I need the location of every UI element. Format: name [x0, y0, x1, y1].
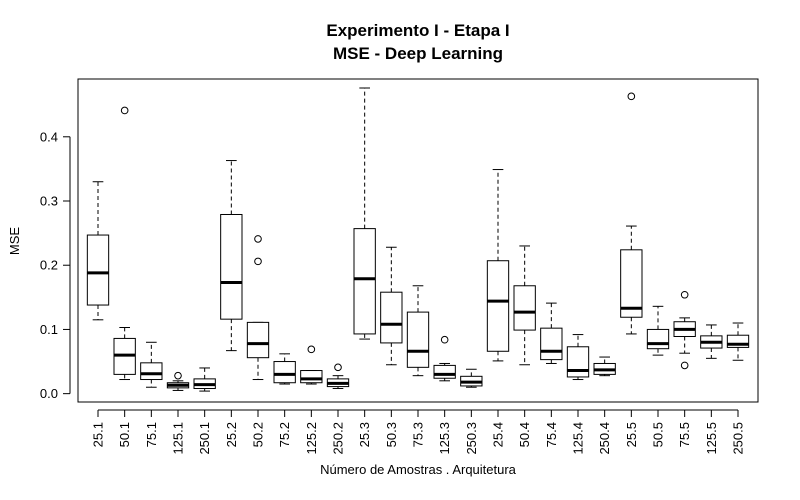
outlier-point: [680, 361, 689, 370]
y-axis: 0.0 0.1 0.2 0.3 0.4: [40, 129, 71, 401]
box-125.3: [433, 335, 456, 382]
x-tick-label: 25.1: [91, 422, 106, 447]
x-tick-label: 250.4: [597, 422, 612, 455]
box-250.5: [726, 322, 750, 361]
x-tick-label: 125.3: [437, 422, 452, 455]
outlier-point: [120, 106, 129, 115]
chart-title: Experimento I - Etapa I: [326, 21, 509, 40]
x-tick-label: 50.5: [651, 422, 666, 447]
iqr-box: [380, 291, 403, 344]
iqr-box: [540, 327, 563, 361]
box-50.3: [380, 246, 403, 366]
x-tick-label: 25.4: [491, 422, 506, 447]
boxes-group: [86, 87, 750, 392]
outlier-point: [307, 345, 316, 354]
iqr-box: [513, 285, 536, 331]
box-75.3: [406, 285, 430, 377]
box-25.1: [86, 181, 110, 321]
x-tick-label: 250.3: [464, 422, 479, 455]
box-25.5: [620, 92, 643, 335]
x-tick-label: 75.5: [677, 422, 692, 447]
box-25.3: [353, 87, 376, 340]
iqr-box: [273, 361, 296, 384]
outlier-point: [174, 371, 182, 380]
plot-frame: [77, 78, 759, 403]
outlier-point: [334, 363, 342, 372]
x-axis: 25.1 50.1 75.1 125.1 250.1 25.2 50.2 75.2 125.2 2…: [91, 409, 746, 455]
y-tick-label: 0.2: [40, 258, 58, 273]
iqr-box: [246, 321, 270, 359]
box-250.4: [593, 356, 616, 377]
x-tick-label: 75.1: [144, 422, 159, 447]
iqr-box: [300, 370, 323, 384]
iqr-box: [220, 213, 243, 320]
y-axis-label: MSE: [7, 227, 22, 256]
box-250.1: [193, 367, 216, 392]
x-tick-label: 75.4: [544, 422, 559, 447]
box-50.5: [646, 305, 670, 356]
box-25.2: [220, 160, 243, 352]
x-tick-label: 125.1: [171, 422, 186, 455]
box-75.5: [673, 290, 696, 370]
box-50.1: [113, 106, 136, 381]
box-75.4: [540, 302, 563, 364]
box-25.4: [486, 169, 510, 362]
chart-subtitle: MSE - Deep Learning: [333, 44, 503, 63]
y-tick-label: 0.4: [40, 129, 58, 144]
plot-area: [77, 78, 759, 403]
x-tick-label: 250.2: [331, 422, 346, 455]
outlier-point: [680, 290, 689, 299]
x-tick-label: 25.2: [224, 422, 239, 447]
x-tick-label: 250.1: [197, 422, 212, 455]
x-tick-label: 125.4: [571, 422, 586, 455]
x-tick-label: 50.4: [517, 422, 532, 447]
iqr-box: [433, 364, 456, 379]
iqr-box: [486, 260, 510, 352]
x-tick-label: 125.5: [704, 422, 719, 455]
y-tick-label: 0.1: [40, 322, 58, 337]
x-tick-label: 50.1: [117, 422, 132, 447]
iqr-box: [646, 328, 670, 350]
box-75.2: [273, 353, 296, 385]
x-tick-label: 75.2: [277, 422, 292, 447]
x-tick-label: 250.5: [731, 422, 746, 455]
iqr-box: [86, 234, 110, 306]
box-75.1: [140, 341, 163, 388]
x-tick-label: 25.5: [624, 422, 639, 447]
x-tick-label: 50.3: [384, 422, 399, 447]
y-tick-label: 0.3: [40, 194, 58, 209]
iqr-box: [406, 311, 430, 368]
x-tick-label: 75.3: [411, 422, 426, 447]
outlier-point: [254, 235, 262, 243]
x-tick-label: 125.2: [304, 422, 319, 455]
y-tick-label: 0.0: [40, 386, 58, 401]
box-125.4: [566, 334, 590, 381]
box-125.1: [166, 371, 190, 391]
outlier-point: [440, 335, 449, 344]
box-50.4: [513, 245, 536, 366]
outlier-point: [254, 257, 262, 266]
box-125.5: [700, 324, 723, 359]
box-50.2: [246, 235, 270, 381]
iqr-box: [620, 249, 643, 318]
iqr-box: [353, 228, 376, 335]
outlier-point: [627, 92, 636, 101]
iqr-box: [140, 362, 163, 381]
box-250.2: [326, 363, 350, 390]
iqr-box: [566, 346, 590, 378]
box-250.3: [460, 368, 483, 388]
x-tick-label: 25.3: [357, 422, 372, 447]
x-tick-label: 50.2: [251, 422, 266, 447]
x-axis-label: Número de Amostras . Arquitetura: [320, 462, 517, 477]
box-125.2: [300, 345, 323, 385]
